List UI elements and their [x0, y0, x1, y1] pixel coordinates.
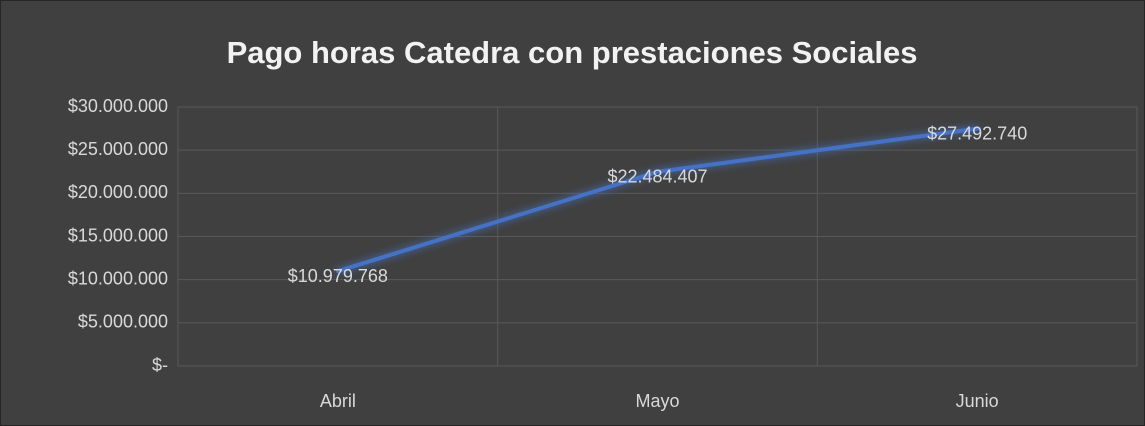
x-tick-label: Junio: [956, 391, 999, 411]
data-label: $22.484.407: [607, 167, 707, 187]
data-label: $10.979.768: [288, 266, 388, 286]
x-tick-label: Abril: [320, 391, 356, 411]
y-tick-label: $20.000.000: [68, 182, 168, 202]
x-tick-label: Mayo: [635, 391, 679, 411]
line: [335, 126, 980, 274]
y-tick-label: $30.000.000: [68, 96, 168, 116]
y-tick-label: $10.000.000: [68, 268, 168, 288]
y-tick-label: $15.000.000: [68, 225, 168, 245]
chart-title: Pago horas Catedra con prestaciones Soci…: [227, 35, 918, 70]
y-tick-label: $5.000.000: [78, 312, 168, 332]
data-label: $27.492.740: [927, 123, 1027, 143]
y-tick-label: $25.000.000: [68, 139, 168, 159]
y-tick-label: $-: [152, 355, 168, 375]
